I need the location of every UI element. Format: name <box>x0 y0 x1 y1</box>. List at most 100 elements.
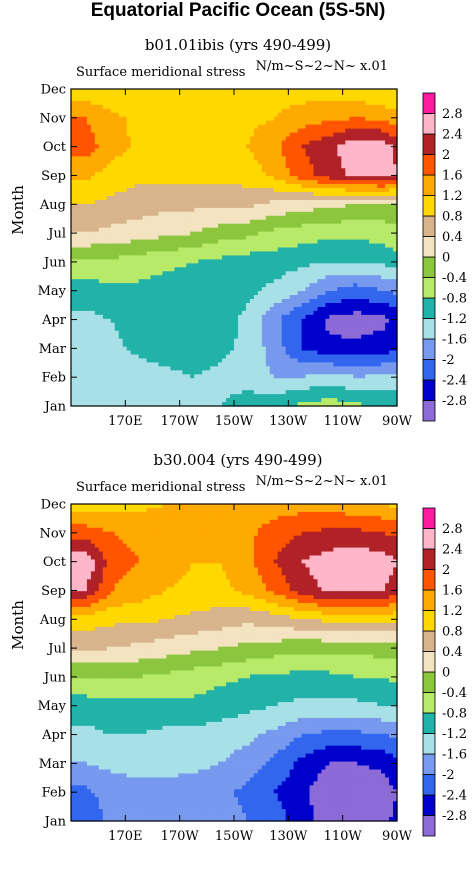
contour-field <box>71 89 398 407</box>
contour-field <box>71 504 398 822</box>
y-tick-label: Dec <box>41 83 66 98</box>
colorbar-label: -0.4 <box>442 271 467 286</box>
colorbar-label: -2.4 <box>442 789 467 804</box>
colorbar <box>423 508 435 836</box>
x-tick-label: 110W <box>324 414 363 429</box>
figure-title: Equatorial Pacific Ocean (5S-5N) <box>0 0 476 22</box>
colorbar-label: 2.4 <box>442 128 463 143</box>
colorbar-label: 0.4 <box>442 230 463 245</box>
x-tick-label: 170W <box>161 414 200 429</box>
colorbar-box <box>423 611 435 632</box>
colorbar-label: 1.2 <box>442 604 463 619</box>
y-tick-label: Dec <box>41 498 66 513</box>
colorbar-label: -2.8 <box>442 809 467 824</box>
colorbar-label: -2.8 <box>442 394 467 409</box>
colorbar-box <box>423 549 435 570</box>
colorbar-label: 0 <box>442 251 450 266</box>
colorbar-box <box>423 114 435 135</box>
y-tick-label: May <box>38 699 67 714</box>
colorbar-box <box>423 216 435 237</box>
colorbar-label: -1.2 <box>442 312 467 327</box>
colorbar-label: 0.4 <box>442 645 463 660</box>
colorbar-box <box>423 631 435 652</box>
colorbar-box <box>423 278 435 299</box>
x-tick-label: 170E <box>108 414 142 429</box>
colorbar-label: -0.8 <box>442 292 467 307</box>
colorbar-box <box>423 570 435 591</box>
colorbar-box <box>423 754 435 775</box>
colorbar-label: 0.8 <box>442 625 463 640</box>
colorbar-box <box>423 339 435 360</box>
colorbar-box <box>423 380 435 401</box>
y-tick-label: Oct <box>43 140 67 155</box>
top-panel: b01.01ibis (yrs 490-499) Surface meridio… <box>0 36 476 456</box>
colorbar-box <box>423 237 435 258</box>
colorbar-box <box>423 529 435 550</box>
y-tick-label: Mar <box>39 757 67 772</box>
colorbar-box <box>423 196 435 217</box>
colorbar-box <box>423 401 435 422</box>
y-tick-label: Jun <box>42 670 67 685</box>
x-tick-label: 110W <box>324 829 363 844</box>
colorbar-box <box>423 298 435 319</box>
colorbar-box <box>423 713 435 734</box>
colorbar-label: 2 <box>442 563 450 578</box>
colorbar-box <box>423 590 435 611</box>
colorbar-box <box>423 734 435 755</box>
colorbar-box <box>423 816 435 837</box>
colorbar-label: -1.6 <box>442 748 467 763</box>
colorbar-box <box>423 360 435 381</box>
colorbar-label: 2.4 <box>442 543 463 558</box>
colorbar-label: -1.2 <box>442 727 467 742</box>
y-tick-label: Apr <box>41 313 67 328</box>
colorbar-label: 1.2 <box>442 189 463 204</box>
x-tick-label: 150W <box>215 414 254 429</box>
x-tick-label: 90W <box>382 414 413 429</box>
colorbar-label: -2.4 <box>442 374 467 389</box>
colorbar-label: 0 <box>442 666 450 681</box>
colorbar-box <box>423 775 435 796</box>
colorbar-label: -2 <box>442 353 455 368</box>
colorbar-box <box>423 672 435 693</box>
y-tick-label: Sep <box>41 584 66 599</box>
y-tick-label: Nov <box>39 111 66 126</box>
y-tick-label: Sep <box>41 169 66 184</box>
y-tick-label: Jun <box>42 255 67 270</box>
y-tick-label: May <box>38 284 67 299</box>
colorbar-box <box>423 508 435 529</box>
y-tick-label: Apr <box>41 728 67 743</box>
colorbar-label: 0.8 <box>442 210 463 225</box>
contour-plot: JanFebMarAprMayJunJulAugSepOctNovDec170E… <box>0 451 476 871</box>
y-tick-label: Jan <box>43 815 67 830</box>
y-tick-label: Mar <box>39 342 67 357</box>
colorbar-label: -1.6 <box>442 333 467 348</box>
x-tick-label: 130W <box>269 829 308 844</box>
y-tick-label: Jul <box>46 227 66 242</box>
contour-plot: Jan Feb Mar Apr May Jun Jul Aug Sep Oct Nov Dec 170E… <box>0 36 476 456</box>
x-tick-label: 130W <box>269 414 308 429</box>
x-tick-label: 170E <box>108 829 142 844</box>
colorbar-label: -0.4 <box>442 686 467 701</box>
y-tick-label: Aug <box>39 198 66 213</box>
colorbar-box <box>423 155 435 176</box>
y-tick-label: Feb <box>42 371 66 386</box>
y-tick-label: Feb <box>42 786 66 801</box>
x-tick-label: 150W <box>215 829 254 844</box>
colorbar-box <box>423 693 435 714</box>
colorbar-box <box>423 93 435 114</box>
y-tick-label: Jan <box>43 400 67 415</box>
x-tick-label: 90W <box>382 829 413 844</box>
colorbar-label: -0.8 <box>442 707 467 722</box>
y-tick-label: Aug <box>39 613 66 628</box>
colorbar-label: 2.8 <box>442 107 463 122</box>
colorbar-box <box>423 175 435 196</box>
y-tick-label: Jul <box>46 642 66 657</box>
colorbar-box <box>423 257 435 278</box>
colorbar <box>423 93 435 421</box>
colorbar-box <box>423 652 435 673</box>
colorbar-label: -2 <box>442 768 455 783</box>
bottom-panel: b30.004 (yrs 490-499) Surface meridional… <box>0 451 476 871</box>
colorbar-label: 1.6 <box>442 584 463 599</box>
x-tick-label: 170W <box>161 829 200 844</box>
y-tick-label: Nov <box>39 526 66 541</box>
